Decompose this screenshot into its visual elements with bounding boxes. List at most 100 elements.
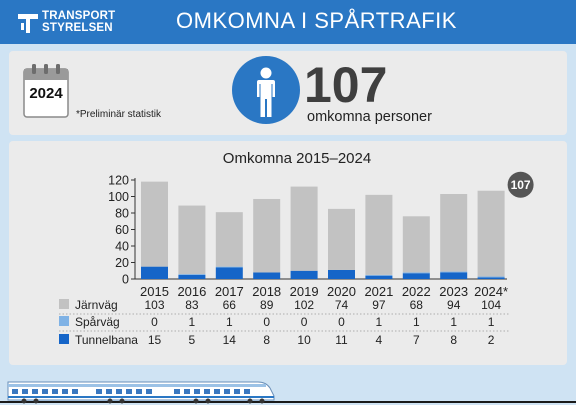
person-badge (232, 56, 300, 124)
legend-label-tunnelbana: Tunnelbana (75, 333, 138, 347)
bar-tunnelbana-2018 (253, 272, 281, 279)
train-illustration (0, 381, 576, 404)
legend-label-sp-rv-g: Spårväg (75, 315, 120, 329)
bar-tunnelbana-2017 (215, 267, 243, 279)
legend-swatch-tunnelbana (59, 334, 69, 344)
table-cell-tunnelbana: 8 (450, 333, 457, 347)
table-cell-j-rnv-g: 94 (447, 298, 461, 312)
chart-title: Omkomna 2015–2024 (223, 150, 371, 167)
transportstyrelsen-logo: TRANSPORT STYRELSEN (18, 9, 148, 37)
x-tick-label: 2018 (252, 284, 281, 299)
bar-tunnelbana-2021 (365, 275, 393, 279)
table-cell-sp-rv-g: 0 (338, 315, 345, 329)
summary-panel: 2024 *Preliminär statistik 107 omkomna p… (9, 51, 567, 135)
bar-tunnelbana-2023 (440, 272, 468, 279)
table-cell-j-rnv-g: 97 (372, 298, 386, 312)
bar-j-rnv-g-2022 (402, 216, 430, 273)
bar-j-rnv-g-2023 (440, 194, 468, 272)
y-axis: 0 20 40 60 80 100 120 (108, 174, 507, 287)
table-cell-j-rnv-g: 102 (294, 298, 314, 312)
calendar-year: 2024 (29, 85, 63, 102)
table-cell-tunnelbana: 15 (148, 333, 162, 347)
table-cell-tunnelbana: 10 (297, 333, 311, 347)
calendar-icon (23, 64, 69, 118)
table-cell-tunnelbana: 14 (223, 333, 237, 347)
table-cell-j-rnv-g: 68 (410, 298, 424, 312)
bar-j-rnv-g-2020 (328, 208, 355, 270)
bar-j-rnv-g-2015 (141, 181, 168, 267)
y-tick-label: 40 (115, 240, 129, 254)
bar-tunnelbana-2024 (477, 277, 505, 279)
bar-sp-rv-g-2024 (477, 276, 505, 278)
x-tick-label: 2022 (402, 284, 431, 299)
bar-j-rnv-g-2024 (477, 190, 505, 277)
bar-sp-rv-g-2023 (440, 271, 468, 273)
table-cell-sp-rv-g: 1 (189, 315, 196, 329)
table-cell-sp-rv-g: 1 (226, 315, 233, 329)
person-icon (257, 67, 275, 117)
bar-sp-rv-g-2016 (178, 274, 206, 275)
bar-j-rnv-g-2019 (290, 186, 318, 271)
y-tick-label: 120 (108, 174, 129, 188)
preliminary-note: *Preliminär statistik (76, 109, 162, 120)
page-title: OMKOMNA I SPÅRTRAFIK (176, 8, 457, 33)
x-tick-label: 2023 (439, 284, 468, 299)
x-tick-label: 2019 (290, 284, 319, 299)
callout-bubble (507, 171, 534, 198)
legend-label-j-rnv-g: Järnväg (75, 298, 118, 312)
header-bar: TRANSPORT STYRELSEN OMKOMNA I SPÅRTRAFIK (0, 0, 576, 44)
logo-line1: TRANSPORT (42, 10, 116, 22)
table-cell-sp-rv-g: 1 (376, 315, 383, 329)
y-tick-label: 20 (115, 256, 129, 270)
y-tick-label: 80 (115, 207, 129, 221)
table-cell-j-rnv-g: 103 (144, 298, 164, 312)
table-cell-tunnelbana: 4 (376, 333, 383, 347)
table-cell-tunnelbana: 11 (335, 333, 348, 347)
x-tick-labels: 2015 2016 2017 2018 2019 2020 2021 2022 2023 2024… (140, 284, 508, 299)
bar-j-rnv-g-2021 (365, 194, 393, 275)
chart-panel: Omkomna 2015–2024 0 20 40 60 80 100 120 2015 20… (9, 141, 567, 365)
table-cell-tunnelbana: 5 (189, 333, 196, 347)
table-cell-sp-rv-g: 1 (450, 315, 457, 329)
table-cell-sp-rv-g: 1 (413, 315, 420, 329)
y-tick-label: 60 (115, 223, 129, 237)
table-cell-sp-rv-g: 0 (301, 315, 308, 329)
callout-group: 107 (507, 171, 534, 198)
table-cell-j-rnv-g: 66 (223, 298, 237, 312)
x-tick-label: 2017 (215, 284, 244, 299)
x-tick-label: 2024* (474, 284, 508, 299)
table-cell-j-rnv-g: 83 (185, 298, 199, 312)
x-tick-label: 2020 (327, 284, 356, 299)
death-count: 107 (304, 57, 388, 113)
table-cell-tunnelbana: 7 (413, 333, 420, 347)
table-cell-tunnelbana: 2 (488, 333, 495, 347)
table-cell-j-rnv-g: 74 (335, 298, 349, 312)
logo-line2: STYRELSEN (42, 22, 113, 34)
table-cell-sp-rv-g: 1 (488, 315, 495, 329)
table-cell-sp-rv-g: 0 (151, 315, 158, 329)
bar-tunnelbana-2016 (178, 274, 206, 279)
bar-sp-rv-g-2022 (402, 272, 430, 274)
x-tick-label: 2015 (140, 284, 169, 299)
bar-tunnelbana-2022 (402, 273, 430, 279)
bar-j-rnv-g-2017 (215, 212, 243, 267)
bar-sp-rv-g-2017 (215, 266, 243, 268)
bar-j-rnv-g-2018 (253, 198, 281, 273)
y-tick-label: 100 (108, 190, 129, 204)
bar-tunnelbana-2015 (141, 266, 168, 279)
x-tick-label: 2021 (364, 284, 393, 299)
callout-label: 107 (511, 178, 531, 192)
bars-group (141, 181, 505, 279)
table-cell-j-rnv-g: 104 (481, 298, 501, 312)
death-count-label: omkomna personer (307, 109, 432, 125)
table-cell-tunnelbana: 8 (263, 333, 270, 347)
legend-swatch-sp-rv-g (59, 316, 69, 326)
table-cell-j-rnv-g: 89 (260, 298, 274, 312)
legend-swatch-j-rnv-g (59, 299, 69, 309)
bar-j-rnv-g-2016 (178, 205, 206, 275)
bar-tunnelbana-2019 (290, 270, 318, 279)
x-tick-label: 2016 (177, 284, 206, 299)
logo-mark-icon (18, 14, 38, 33)
